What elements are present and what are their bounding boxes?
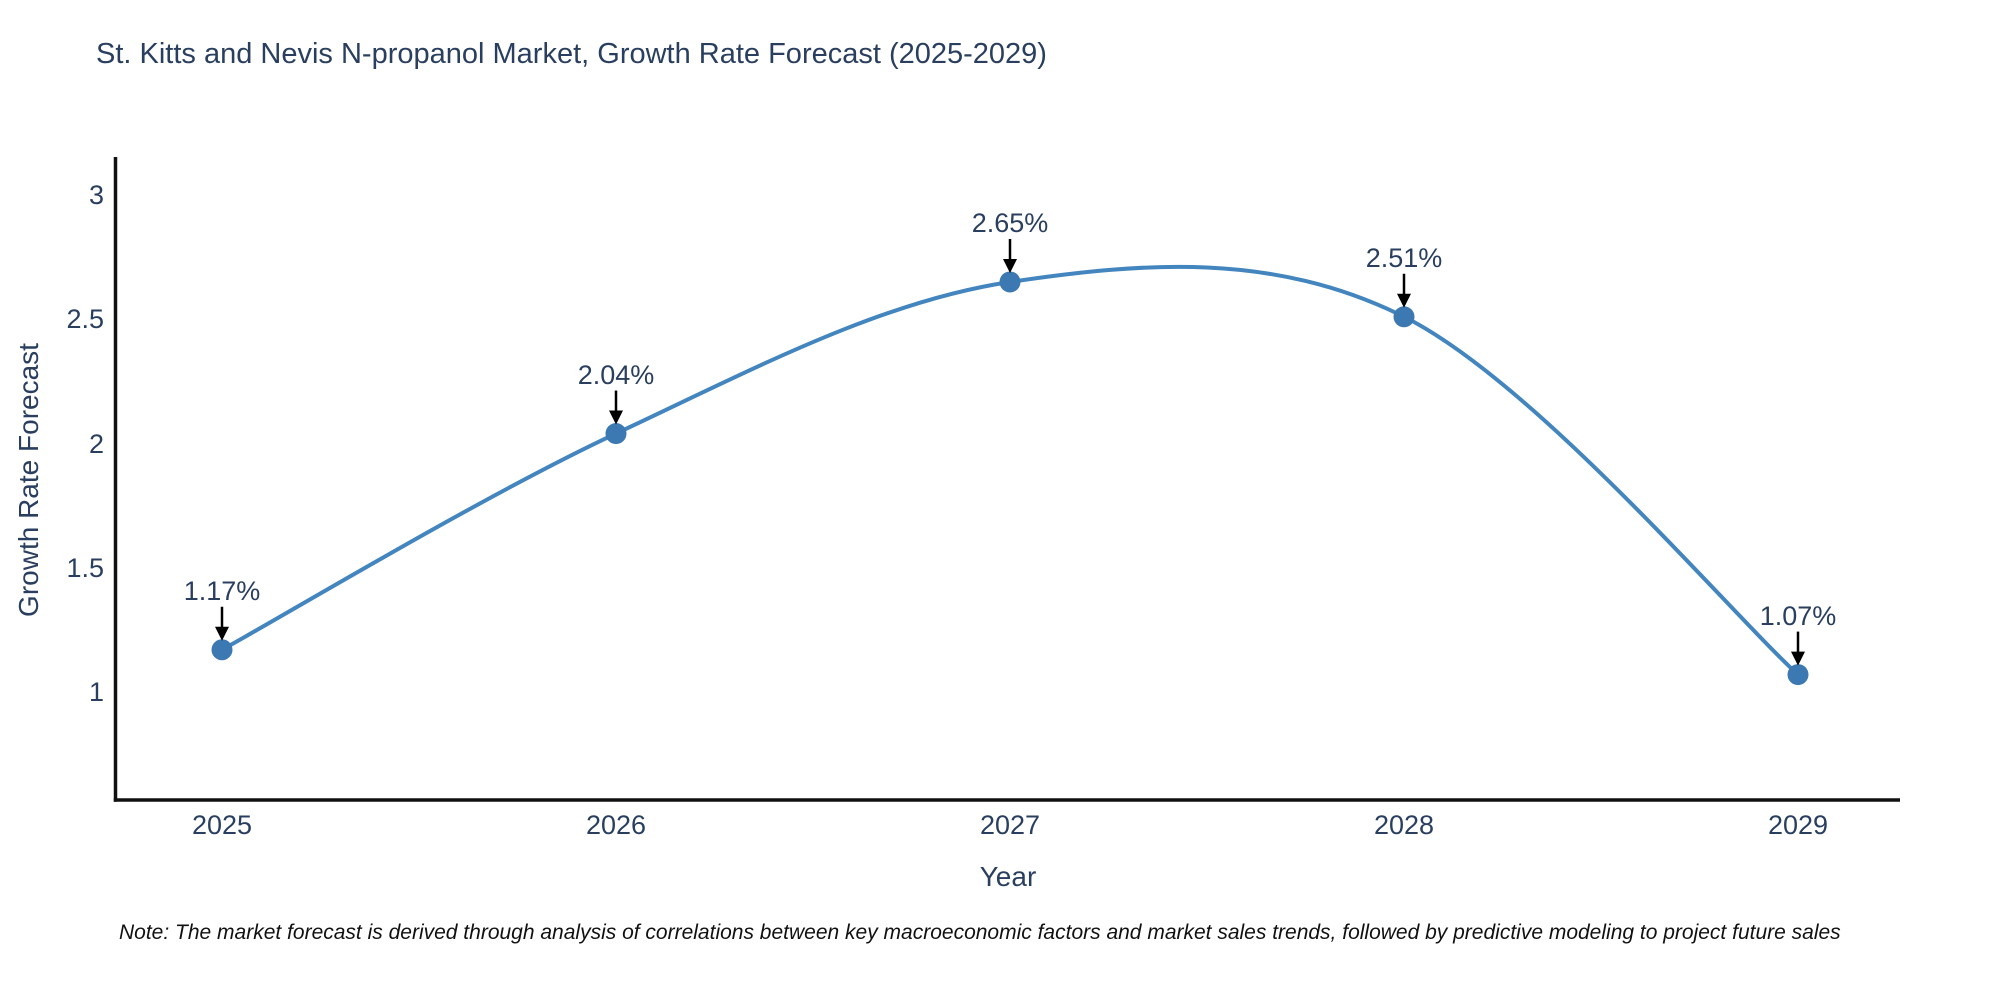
x-tick-label: 2028 <box>1373 810 1435 840</box>
annotation-arrowhead <box>1791 651 1805 666</box>
x-tick-label: 2026 <box>585 810 647 840</box>
y-tick-label: 2.5 <box>66 304 104 335</box>
annotation-arrowhead <box>1397 293 1411 308</box>
point-annotation: 2.51% <box>1365 242 1443 273</box>
chart-title: St. Kitts and Nevis N-propanol Market, G… <box>96 38 1047 70</box>
x-tick-label: 2029 <box>1767 810 1829 840</box>
x-tick-label: 2025 <box>191 810 253 840</box>
y-tick-label: 3 <box>88 180 104 210</box>
point-annotation: 2.04% <box>577 359 655 390</box>
data-point-marker <box>999 271 1021 293</box>
annotation-arrowhead <box>609 410 623 425</box>
y-axis-title: Growth Rate Forecast <box>13 343 44 617</box>
point-annotation: 2.65% <box>971 207 1049 238</box>
footnote: Note: The market forecast is derived thr… <box>119 921 1841 944</box>
x-tick-label: 2027 <box>979 810 1041 840</box>
point-annotation: 1.17% <box>183 575 261 606</box>
point-annotation: 1.07% <box>1759 600 1837 631</box>
data-point-marker <box>1787 664 1809 686</box>
annotation-arrowhead <box>215 626 229 641</box>
y-tick-label: 2 <box>88 428 104 459</box>
x-axis-title: Year <box>979 861 1037 892</box>
annotation-arrowhead <box>1003 258 1017 273</box>
y-tick-label: 1.5 <box>66 552 104 583</box>
series-layer <box>211 238 1809 686</box>
data-point-marker <box>605 423 627 445</box>
forecast-line <box>221 264 1800 677</box>
data-point-marker <box>1393 306 1415 328</box>
data-point-marker <box>211 639 233 661</box>
y-tick-label: 1 <box>88 677 104 707</box>
